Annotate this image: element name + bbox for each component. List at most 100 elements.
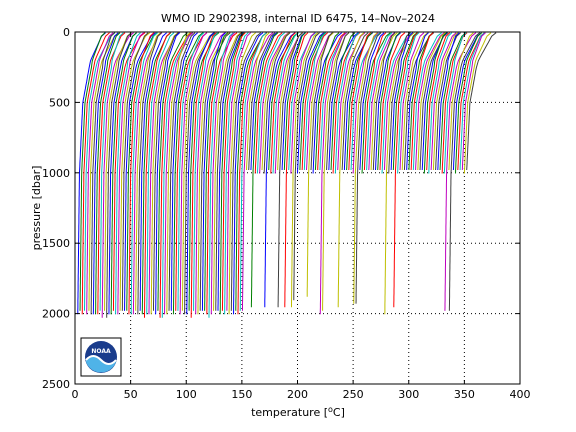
profile-line <box>92 32 119 315</box>
profile-line <box>346 32 373 171</box>
profile-line <box>366 32 393 171</box>
profile-line <box>153 32 179 311</box>
profile-line <box>355 32 382 304</box>
profile-line <box>306 32 334 297</box>
profile-line <box>155 32 181 315</box>
profile-line <box>390 32 414 171</box>
profile-line <box>181 32 215 311</box>
profile-line <box>370 32 398 171</box>
profile-line <box>186 32 215 315</box>
profile-line <box>221 32 246 311</box>
profile-line <box>463 32 492 174</box>
y-tick-label: 500 <box>49 96 70 109</box>
profile-line <box>277 32 304 171</box>
profile-line <box>459 32 485 171</box>
profile-line <box>150 32 179 315</box>
profile-line <box>119 32 151 311</box>
profile-line <box>213 32 242 311</box>
profile-line <box>157 32 188 311</box>
profile-line <box>393 32 419 308</box>
profile-line <box>423 32 447 174</box>
profile-line <box>322 32 350 311</box>
profile-line <box>379 32 406 171</box>
profile-line <box>421 32 448 171</box>
profile-line <box>112 32 146 311</box>
profile-line <box>412 32 442 171</box>
profile-line <box>401 32 428 171</box>
profile-lines <box>77 32 497 318</box>
profile-line <box>466 32 497 171</box>
x-tick-label: 350 <box>454 388 475 401</box>
profile-line <box>299 32 326 171</box>
profile-line <box>146 32 175 315</box>
profile-line <box>337 32 366 171</box>
profile-line <box>135 32 161 311</box>
profile-line <box>201 32 226 311</box>
profile-line <box>99 32 124 311</box>
profile-line <box>137 32 162 315</box>
profile-line <box>84 32 116 311</box>
profile-line <box>141 32 172 315</box>
profile-line <box>246 32 270 171</box>
profile-line <box>264 32 296 308</box>
noaa-logo: NOAA <box>80 337 122 377</box>
profile-line <box>383 32 414 171</box>
profile-line <box>250 32 278 171</box>
profile-line <box>239 32 267 311</box>
profile-line <box>224 32 249 315</box>
profile-line <box>237 32 267 315</box>
profile-line <box>457 32 485 171</box>
profile-line <box>242 32 274 311</box>
profile-line <box>170 32 198 311</box>
profile-line <box>377 32 401 171</box>
profile-line <box>368 32 395 171</box>
profile-line <box>228 32 256 315</box>
profile-line <box>319 32 347 171</box>
profile-line <box>81 32 110 315</box>
profile-line <box>117 32 144 315</box>
profile-line <box>256 32 285 174</box>
profile-line <box>161 32 194 318</box>
profile-line <box>372 32 396 171</box>
profile-line <box>115 32 141 315</box>
profile-line <box>204 32 229 311</box>
profile-line <box>397 32 420 174</box>
profile-line <box>179 32 208 315</box>
profile-line <box>461 32 486 171</box>
profile-line <box>206 32 238 315</box>
profile-line <box>217 32 244 311</box>
x-tick-label: 200 <box>287 388 308 401</box>
profile-line <box>130 32 158 315</box>
noaa-logo-text: NOAA <box>91 348 111 355</box>
profile-line <box>332 32 361 174</box>
profile-line <box>195 32 226 315</box>
noaa-logo-wave <box>86 356 116 373</box>
profile-line <box>448 32 474 171</box>
profile-line <box>293 32 320 301</box>
x-tick-label: 400 <box>510 388 531 401</box>
profile-line <box>337 32 365 308</box>
profile-line <box>410 32 434 171</box>
profile-line <box>88 32 119 311</box>
y-tick-label: 2500 <box>42 378 70 391</box>
profile-line <box>408 32 434 171</box>
profile-line <box>348 32 372 171</box>
profile-line <box>297 32 325 174</box>
profile-line <box>210 32 235 315</box>
profile-line <box>177 32 205 311</box>
x-tick-label: 250 <box>343 388 364 401</box>
profile-line <box>288 32 316 171</box>
profile-line <box>263 32 291 174</box>
profile-line <box>319 32 347 315</box>
profile-line <box>430 32 457 171</box>
profile-line <box>455 32 483 174</box>
profile-line <box>375 32 401 171</box>
profile-line <box>108 32 137 315</box>
profile-line <box>310 32 333 171</box>
profile-line <box>352 32 379 174</box>
profile-line <box>441 32 468 174</box>
profile-line <box>317 32 346 171</box>
profile-line <box>144 32 171 318</box>
profile-line <box>148 32 180 315</box>
